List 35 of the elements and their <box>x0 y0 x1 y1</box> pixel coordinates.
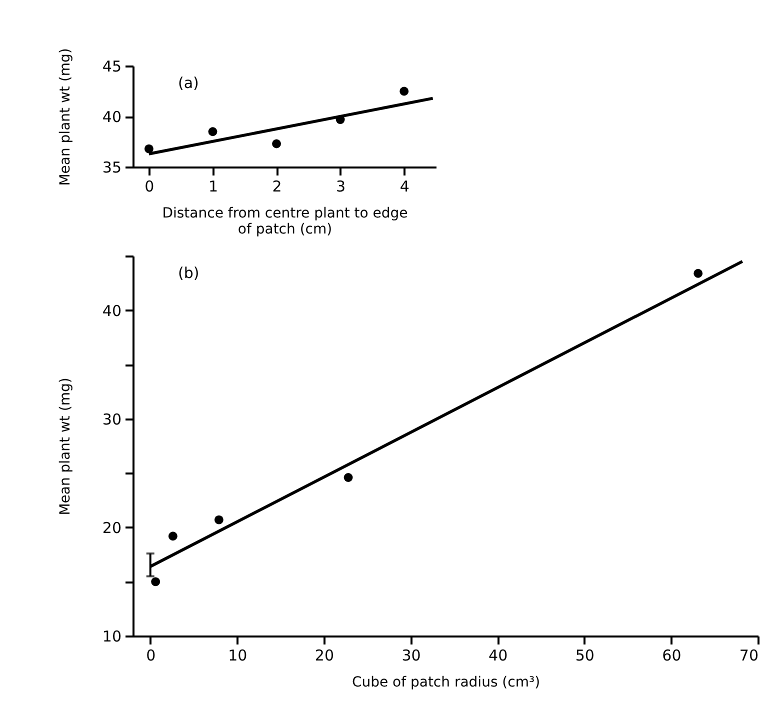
y-tick-label: 40 <box>102 108 122 126</box>
y-tick-label: 40 <box>102 302 122 320</box>
point <box>208 127 218 136</box>
x-tick-label: 3 <box>336 178 346 196</box>
x-tick-label: 4 <box>400 178 410 196</box>
x-tick-label: 1 <box>208 178 218 196</box>
y-tick-label: 30 <box>102 410 122 428</box>
x-tick-label: 50 <box>575 646 594 664</box>
x-tick-label: 60 <box>662 646 682 664</box>
point <box>272 139 281 148</box>
point <box>168 532 178 541</box>
y-tick-label: 20 <box>102 518 122 537</box>
point <box>214 515 224 524</box>
x-axis-title: Cube of patch radius (cm³) <box>352 674 540 690</box>
x-tick-label: 0 <box>146 646 156 664</box>
y-tick-label: 10 <box>102 628 122 646</box>
annotation: (a) <box>178 74 199 92</box>
y-tick-label: 35 <box>102 158 122 176</box>
x-tick-label: 20 <box>314 646 334 664</box>
x-tick-label: 70 <box>739 646 758 664</box>
y-axis-title: Mean plant wt (mg) <box>57 48 74 186</box>
y-axis-title: Mean plant wt (mg) <box>57 378 74 516</box>
point <box>151 577 160 586</box>
annotation: (b) <box>178 264 200 282</box>
point <box>144 144 154 154</box>
point <box>694 268 703 278</box>
x-tick-label: 10 <box>228 646 248 664</box>
x-tick-label: 2 <box>272 178 282 196</box>
x-axis-title: Distance from centre plant to edge of patch (cm) <box>162 206 408 238</box>
y-tick-label: 45 <box>102 58 122 76</box>
point <box>400 86 409 96</box>
x-tick-label: 30 <box>402 646 421 664</box>
x-tick-label: 0 <box>144 178 154 196</box>
x-tick-label: 40 <box>488 646 508 664</box>
point <box>344 473 353 482</box>
